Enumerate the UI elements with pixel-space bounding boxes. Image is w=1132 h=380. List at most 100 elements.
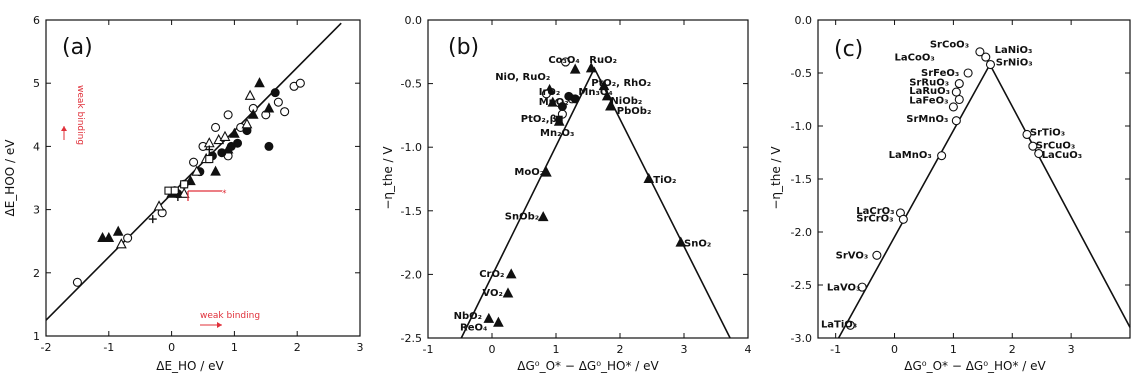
data-point-filled-triangle [263, 102, 275, 113]
data-point-open-triangle [115, 238, 127, 249]
compound-label: SrFeO₃ [921, 68, 959, 79]
x-tick-label: 4 [745, 343, 752, 356]
y-tick-label: 0.0 [795, 14, 813, 27]
data-point-filled-triangle [210, 165, 221, 176]
data-point-filled-circle [557, 101, 567, 111]
x-tick-label: 2 [617, 343, 624, 356]
data-point-filled-circle [570, 94, 580, 104]
weak-binding-annotation-y: weak binding [75, 85, 85, 145]
x-tick-label: -2 [41, 341, 52, 354]
data-point-filled-triangle [601, 90, 613, 101]
x-tick-label: 1 [950, 343, 957, 356]
y-tick-label: -2.0 [401, 268, 422, 281]
panel-label-b: (b) [448, 35, 479, 60]
data-point-filled-triangle [483, 312, 495, 323]
x-tick-label: 3 [681, 343, 688, 356]
x-tick-label: 1 [553, 343, 560, 356]
compound-label: SnOb₂ [505, 212, 539, 223]
data-point-filled-triangle [541, 166, 552, 177]
y-tick-label: 1 [33, 330, 40, 343]
data-point-filled-circle [264, 141, 274, 151]
y-tick-label: -2.5 [401, 332, 422, 345]
compound-label: SrNiO₃ [996, 58, 1033, 69]
data-point-open-circle [985, 59, 996, 70]
compound-label: ReO₄ [460, 322, 487, 333]
data-point-open-square [170, 186, 179, 195]
x-tick-label: 3 [1068, 343, 1075, 356]
compound-label: LaCoO₃ [895, 52, 935, 63]
compound-label: PbOb₂ [617, 106, 652, 117]
compound-label: NiOb₂ [610, 96, 642, 107]
red-star: * [222, 189, 227, 199]
compound-label: MoO₂ [514, 167, 544, 178]
x-tick-label: -1 [103, 341, 114, 354]
compound-label: SrRuO₃ [909, 78, 949, 89]
data-point-filled-triangle [505, 268, 517, 279]
data-point-open-square [205, 154, 214, 164]
x-tick-label: 0 [489, 343, 496, 356]
compound-label: SrTiO₃ [1030, 128, 1065, 139]
data-point-open-circle [898, 214, 908, 224]
data-point-open-circle [963, 68, 973, 78]
compound-label: LaTiO₃ [821, 319, 857, 330]
data-point-open-circle [954, 94, 964, 105]
volcano-line [837, 62, 1131, 339]
data-point-open-circle [295, 78, 305, 88]
y-tick-label: 0.0 [405, 14, 423, 27]
data-point-open-triangle [241, 118, 253, 129]
y-tick-label: 2 [33, 267, 40, 280]
compound-label: SrVO₃ [836, 251, 869, 262]
compound-label: SrCoO₃ [930, 40, 969, 51]
weak-binding-annotation-x: weak binding [200, 311, 260, 321]
data-point-open-circle [954, 79, 964, 89]
data-point-filled-triangle [493, 316, 504, 327]
data-point-open-square [180, 180, 189, 189]
data-point-open-circle [211, 122, 221, 132]
data-point-open-circle [1034, 149, 1044, 159]
data-point-plus [205, 145, 214, 154]
data-point-filled-square [555, 115, 563, 123]
data-point-open-circle [937, 151, 947, 161]
data-point-open-circle [948, 102, 958, 112]
x-axis-label-b: ΔG⁰_O* − ΔG⁰_HO* / eV [517, 359, 659, 373]
x-axis-label-a: ΔE_HO / eV [156, 359, 224, 373]
arrowhead-x [217, 322, 222, 328]
x-tick-label: 2 [294, 341, 301, 354]
x-tick-label: -1 [423, 343, 434, 356]
panel-b: -1 0 1 2 3 4 0.0 -0.5 -1.0 -1.5 -2.0 -2.5 Co₃O₄ RuO₂… [381, 14, 752, 373]
data-point-open-triangle [203, 137, 215, 148]
y-tick-label: -0.5 [791, 67, 812, 80]
x-tick-label: 0 [168, 341, 175, 354]
compound-label: LaCuO₃ [1042, 150, 1082, 161]
data-point-open-circle [72, 277, 82, 287]
data-point-open-circle [280, 107, 290, 117]
plot-frame-b [427, 19, 749, 339]
compound-label: IrO₂ [539, 87, 561, 98]
y-axis-label-a: ΔE_HOO / eV [3, 139, 17, 217]
data-point-open-circle [951, 87, 961, 97]
y-axis-label-c: −η_the / V [769, 146, 783, 210]
data-point-open-circle [223, 110, 233, 120]
data-point-filled-triangle [675, 236, 687, 247]
compound-label: PtO₂,βr [521, 114, 562, 125]
compound-label: NbO₂ [454, 311, 482, 322]
compound-label: CrO₂ [479, 269, 504, 280]
compound-label: PtO₂, RhO₂ [591, 78, 651, 89]
data-point-filled-triangle [247, 108, 259, 119]
arrowhead-y [61, 126, 67, 131]
data-point-open-circle [981, 52, 991, 62]
compound-label: MnO₂ [539, 97, 569, 108]
data-point-open-circle [561, 57, 571, 67]
compound-label: Mn₃O₄ [578, 87, 612, 98]
data-point-filled-circle [233, 138, 243, 148]
plot-frame-a [45, 19, 361, 337]
y-tick-label: -1.5 [401, 205, 422, 218]
x-axis-label-c: ΔG⁰_O* − ΔG⁰_HO* / eV [904, 359, 1046, 373]
y-tick-label: 3 [33, 204, 40, 217]
data-point-filled-triangle [97, 231, 108, 243]
compound-label: SrCuO₃ [1036, 140, 1075, 151]
data-point-open-circle [123, 233, 133, 243]
data-point-filled-circle [270, 88, 280, 98]
data-point-open-circle [1022, 129, 1032, 140]
panel-c: -1 0 1 2 3 0.0 -0.5 -1.0 -1.5 -2.0 -2.5 -3.0 SrCoO₃… [769, 14, 1131, 373]
